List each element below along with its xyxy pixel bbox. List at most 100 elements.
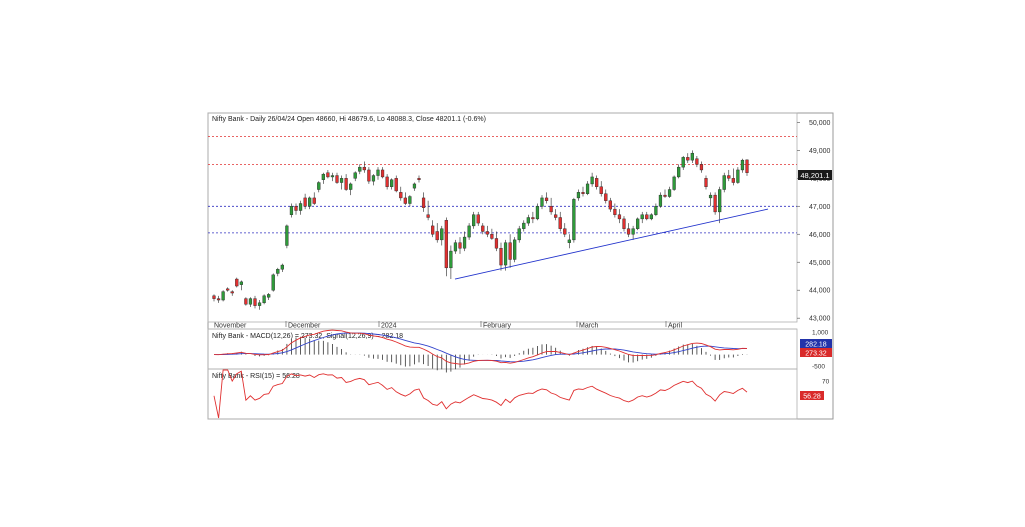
x-tick-label: February xyxy=(483,323,512,330)
y-tick-label: 45,000 xyxy=(809,260,831,267)
candle-body xyxy=(572,199,576,241)
rsi-y-tick-label: 70 xyxy=(822,379,830,386)
candle-body xyxy=(517,228,521,241)
candle-body xyxy=(339,178,344,183)
candle-body xyxy=(727,175,731,179)
candle-body xyxy=(216,298,221,301)
candle-body xyxy=(690,152,694,161)
candle-body xyxy=(626,228,631,235)
candle-body xyxy=(235,278,239,287)
candle-body xyxy=(499,248,503,266)
candle-body xyxy=(244,298,248,305)
candle-body xyxy=(526,217,530,224)
candle-body xyxy=(617,214,622,220)
candle-body xyxy=(449,250,453,269)
candle-body xyxy=(303,197,307,207)
candle-body xyxy=(426,214,430,218)
candle-body xyxy=(308,197,312,207)
candle-body xyxy=(344,178,348,190)
candle-body xyxy=(362,166,366,171)
rsi-value-badge xyxy=(800,391,824,400)
candle-body xyxy=(636,218,640,229)
candle-body xyxy=(289,206,294,215)
candle-body xyxy=(508,242,512,260)
candle-body xyxy=(563,228,567,235)
candle-body xyxy=(576,192,581,199)
candle-body xyxy=(613,208,617,215)
candle-body xyxy=(549,206,553,213)
rsi-layer: 70 xyxy=(213,369,830,419)
rsi-panel xyxy=(207,368,798,420)
candle-body xyxy=(285,225,289,246)
x-tick-label: November xyxy=(214,323,247,330)
rsi-line xyxy=(213,369,748,419)
y-tick-label: 46,000 xyxy=(809,232,831,239)
candle-body xyxy=(330,175,335,178)
x-tick-label: March xyxy=(579,323,599,330)
candle-body xyxy=(271,274,275,291)
candle-body xyxy=(212,295,216,299)
signal-value-badge xyxy=(800,339,832,348)
chart-title: Nifty Bank - Daily 26/04/24 Open 48660, … xyxy=(212,116,486,123)
candle-body xyxy=(658,194,663,207)
last-value-label: 48,201.1 xyxy=(800,171,829,180)
candle-body xyxy=(544,197,549,201)
trendline-group xyxy=(454,208,769,280)
candle-body xyxy=(731,178,735,183)
candle-body xyxy=(654,206,658,215)
candle-body xyxy=(513,239,517,260)
candle-body xyxy=(385,176,389,187)
macd-y-tick-label: 1,000 xyxy=(812,330,829,337)
candle-body xyxy=(321,173,325,180)
candle-body xyxy=(581,192,585,194)
candle-body xyxy=(699,164,704,171)
candle-body xyxy=(335,175,339,183)
candle-body xyxy=(257,302,262,306)
x-tick-label: 2024 xyxy=(381,323,397,330)
candle-body xyxy=(540,197,544,207)
candle-body xyxy=(535,206,540,220)
candle-body xyxy=(403,197,407,204)
candle-body xyxy=(740,159,745,171)
candle-body xyxy=(599,186,603,194)
candle-body xyxy=(358,166,362,172)
candle-body xyxy=(467,225,471,238)
macd-value-label: 273.32 xyxy=(805,351,827,358)
candle-body xyxy=(317,182,321,190)
candle-body xyxy=(645,214,649,220)
candle-body xyxy=(435,231,439,241)
candle-body xyxy=(681,157,685,168)
candle-body xyxy=(595,178,599,187)
candle-body xyxy=(294,206,298,211)
candle-body xyxy=(312,197,316,204)
candle-body xyxy=(485,231,489,235)
candle-body xyxy=(226,288,230,291)
candle-body xyxy=(590,176,594,185)
candle-body xyxy=(280,264,284,270)
candle-body xyxy=(349,183,353,190)
candle-body xyxy=(276,269,280,274)
candle-body xyxy=(444,220,448,269)
candle-body xyxy=(262,295,266,304)
macd-title-prefix: Nifty Bank - MACD(12,26) = 273.32, Signa… xyxy=(212,333,403,340)
candle-body xyxy=(239,281,243,285)
candle-body xyxy=(522,222,526,229)
candle-body xyxy=(408,196,412,204)
candle-body xyxy=(503,242,508,266)
candle-body xyxy=(695,158,699,165)
candle-body xyxy=(412,183,417,189)
candle-body xyxy=(253,298,257,306)
y-tick-label: 50,000 xyxy=(809,120,831,127)
candle-body xyxy=(672,176,676,190)
candle-body xyxy=(326,172,330,178)
candle-body xyxy=(431,225,435,235)
candle-body xyxy=(663,194,667,197)
candle-body xyxy=(367,169,371,182)
candle-body xyxy=(704,178,708,187)
rsi-panel-title: Nifty Bank - RSI(15) = 56.28 xyxy=(212,373,300,380)
candle-body xyxy=(490,234,494,239)
x-tick-label: April xyxy=(668,323,682,330)
rsi-value-label: 56.28 xyxy=(803,394,821,401)
candle-body xyxy=(604,193,608,201)
